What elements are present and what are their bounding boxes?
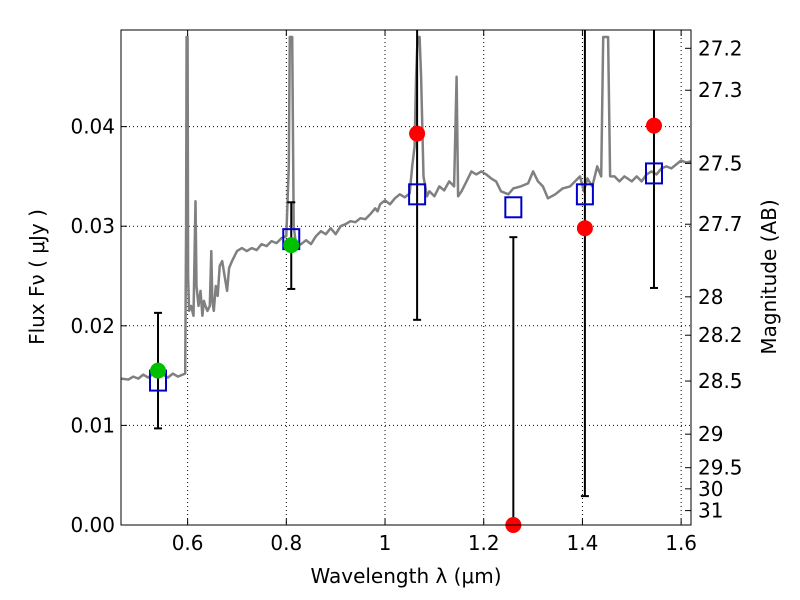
x-tick-label: 1.4 xyxy=(567,531,599,555)
upper-limit-point xyxy=(645,117,662,134)
model-photometry-square xyxy=(408,183,427,206)
right-tick-label: 28.5 xyxy=(698,369,743,393)
right-tick-label: 28.2 xyxy=(698,323,743,347)
markers xyxy=(149,117,663,533)
right-tick-label: 27.3 xyxy=(698,78,743,102)
x-tick-label: 0.8 xyxy=(270,531,302,555)
right-tick-label: 31 xyxy=(698,499,723,523)
right-tick-label: 29.5 xyxy=(698,456,743,480)
spectrum-layer xyxy=(121,35,691,381)
y-axis-label: Flux Fν ( μJy ) xyxy=(25,209,49,345)
y-tick-label: 0.04 xyxy=(70,115,115,139)
right-tick-label: 29 xyxy=(698,422,723,446)
x-tick-label: 0.6 xyxy=(172,531,204,555)
right-tick-label: 30 xyxy=(698,477,723,501)
upper-limit-point xyxy=(576,220,593,237)
detection-point xyxy=(150,362,167,379)
right-tick-label: 27.7 xyxy=(698,212,743,236)
x-tick-label: 1.2 xyxy=(468,531,500,555)
right-tick-label: 27.2 xyxy=(698,36,743,60)
x-tick-label: 1.6 xyxy=(665,531,697,555)
right-axis-label: Magnitude (AB) xyxy=(757,199,781,354)
upper-limit-point xyxy=(409,125,426,142)
axis-ticks: 0.6 0.8 1 1.2 1.4 1.6 0.00 0.01 0.02 0.03 0.04 27.2… xyxy=(70,30,743,555)
detection-point xyxy=(283,237,300,254)
model-photometry-square xyxy=(504,196,523,219)
plot-frame xyxy=(120,29,692,526)
y-tick-label: 0.00 xyxy=(70,513,115,537)
plot-area xyxy=(121,30,691,525)
y-tick-label: 0.01 xyxy=(70,413,115,437)
right-tick-label: 28 xyxy=(698,285,723,309)
model-photometry-square xyxy=(575,183,594,206)
spectrum-line xyxy=(121,35,691,381)
x-axis-label: Wavelength λ (μm) xyxy=(310,564,501,588)
x-tick-label: 1 xyxy=(379,531,392,555)
model-photometry-square xyxy=(644,162,663,185)
y-tick-label: 0.02 xyxy=(70,314,115,338)
y-tick-label: 0.03 xyxy=(70,214,115,238)
right-tick-label: 27.5 xyxy=(698,151,743,175)
